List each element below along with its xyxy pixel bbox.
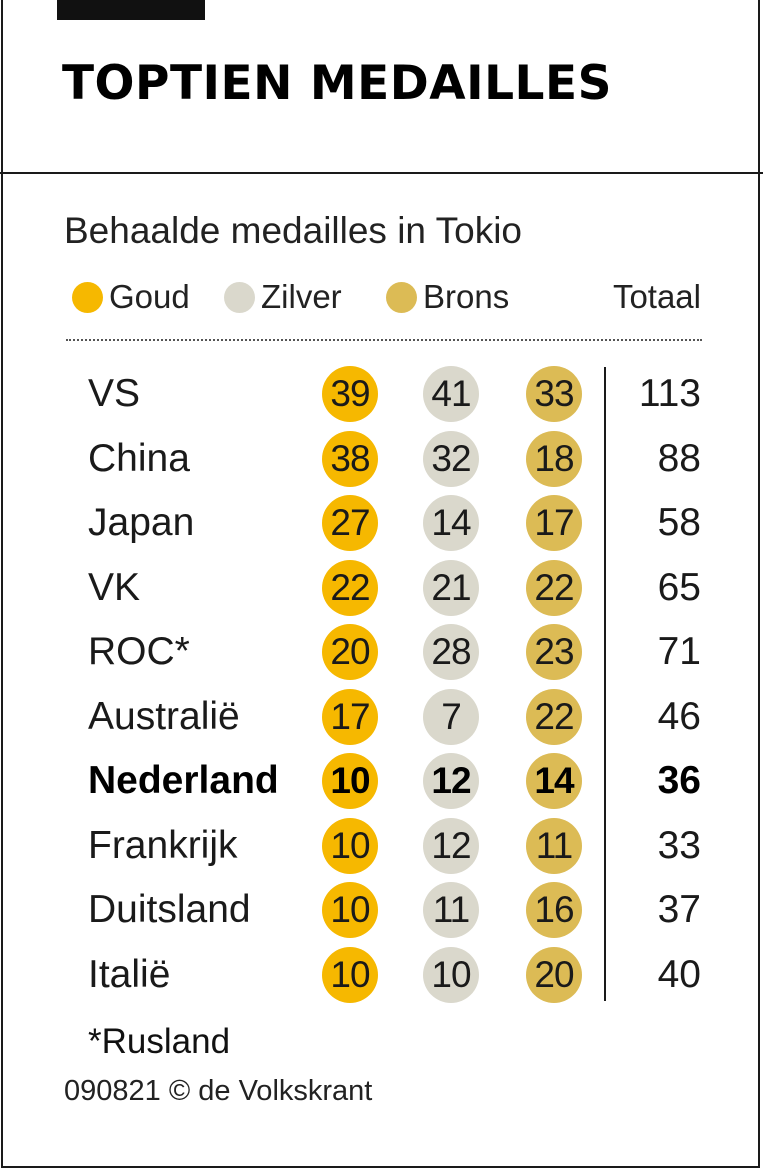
silver-medal-count: 41 — [423, 366, 479, 422]
gold-dot-icon — [72, 281, 103, 313]
total-medal-count: 46 — [657, 694, 701, 738]
bronze-medal-count: 22 — [526, 688, 582, 745]
bronze-medal-count: 33 — [526, 366, 582, 422]
top-accent-bar — [57, 0, 205, 20]
legend-gold: Goud — [72, 278, 190, 315]
total-medal-count: 71 — [657, 630, 701, 673]
total-medal-count: 36 — [657, 759, 701, 802]
legend-bronze: Brons — [386, 278, 510, 315]
table-row: ROC* 20 28 23 71 — [0, 624, 763, 680]
total-medal-count: 113 — [638, 372, 701, 415]
silver-medal-count: 32 — [423, 430, 479, 487]
dotted-divider — [66, 339, 702, 341]
bronze-medal-count: 11 — [526, 817, 582, 874]
bronze-medal-count: 16 — [526, 882, 582, 938]
gold-medal-count: 17 — [322, 688, 378, 745]
country-label: VK — [88, 565, 141, 609]
silver-medal-count: 14 — [423, 495, 479, 551]
legend-silver: Zilver — [224, 278, 342, 315]
country-label: Italië — [88, 952, 171, 996]
country-label: Australië — [88, 694, 240, 738]
legend-gold-label: Goud — [109, 278, 190, 315]
total-medal-count: 37 — [657, 888, 701, 931]
silver-medal-count: 10 — [423, 946, 479, 1003]
bronze-medal-count: 14 — [526, 753, 582, 809]
gold-medal-count: 10 — [322, 882, 378, 938]
gold-medal-count: 39 — [322, 366, 378, 422]
total-medal-count: 58 — [657, 501, 701, 544]
table-row: Japan 27 14 17 58 — [0, 495, 763, 551]
bronze-dot-icon — [386, 281, 417, 313]
legend-bronze-label: Brons — [423, 278, 510, 315]
total-medal-count: 33 — [657, 823, 701, 867]
country-label: Japan — [88, 501, 195, 544]
bronze-medal-count: 23 — [526, 624, 582, 680]
credit-line: 090821 © de Volkskrant — [64, 1075, 373, 1107]
gold-medal-count: 20 — [322, 624, 378, 680]
table-row: Duitsland 10 11 16 37 — [0, 882, 763, 938]
table-row: Australië 17 7 22 46 — [0, 688, 763, 745]
gold-medal-count: 10 — [322, 817, 378, 874]
gold-medal-count: 22 — [322, 559, 378, 616]
country-label: Frankrijk — [88, 823, 238, 867]
table-row: Italië 10 10 20 40 — [0, 946, 763, 1003]
total-column-divider — [604, 367, 606, 1001]
country-label: China — [88, 436, 190, 480]
gold-medal-count: 38 — [322, 430, 378, 487]
table-row: Nederland 10 12 14 36 — [0, 753, 763, 809]
gold-medal-count: 10 — [322, 753, 378, 809]
country-label: VS — [88, 372, 141, 415]
table-row: VS 39 41 33 113 — [0, 366, 763, 422]
footnote: *Rusland — [88, 1022, 231, 1061]
total-medal-count: 40 — [657, 952, 701, 996]
bronze-medal-count: 22 — [526, 559, 582, 616]
silver-medal-count: 7 — [423, 688, 479, 745]
gold-medal-count: 10 — [322, 946, 378, 1003]
silver-medal-count: 11 — [423, 882, 479, 938]
silver-medal-count: 12 — [423, 817, 479, 874]
legend-silver-label: Zilver — [261, 278, 342, 315]
country-label: Nederland — [88, 759, 279, 802]
table-row: VK 22 21 22 65 — [0, 559, 763, 616]
silver-medal-count: 21 — [423, 559, 479, 616]
bronze-medal-count: 20 — [526, 946, 582, 1003]
gold-medal-count: 27 — [322, 495, 378, 551]
chart-subtitle: Behaalde medailles in Tokio — [64, 210, 523, 251]
silver-dot-icon — [224, 281, 255, 313]
country-label: ROC* — [88, 630, 190, 673]
total-medal-count: 88 — [657, 436, 701, 480]
chart-title: TOPTIEN MEDAILLES — [62, 56, 612, 111]
silver-medal-count: 12 — [423, 753, 479, 809]
bronze-medal-count: 17 — [526, 495, 582, 551]
total-medal-count: 65 — [657, 565, 701, 609]
header-divider — [0, 172, 763, 174]
country-label: Duitsland — [88, 888, 251, 931]
silver-medal-count: 28 — [423, 624, 479, 680]
legend-total-label: Totaal — [612, 278, 701, 315]
table-row: China 38 32 18 88 — [0, 430, 763, 487]
table-row: Frankrijk 10 12 11 33 — [0, 817, 763, 874]
bronze-medal-count: 18 — [526, 430, 582, 487]
